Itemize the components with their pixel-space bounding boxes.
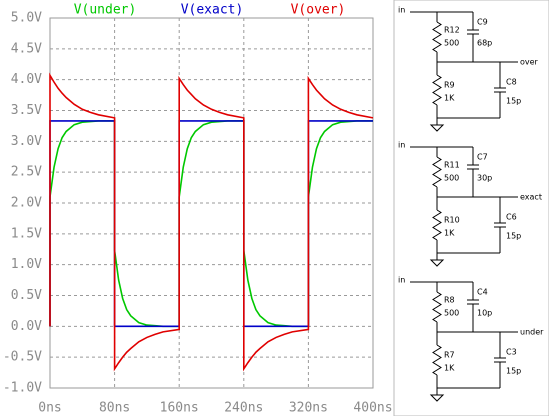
resistor (432, 291, 442, 323)
component-value: 1K (444, 364, 455, 373)
series-line (49, 72, 374, 372)
x-tick-label: 0ns (38, 401, 61, 416)
component-name: C4 (477, 288, 488, 297)
component-name: R8 (444, 296, 455, 305)
x-tick-label: 320ns (289, 401, 328, 416)
component-value: 15p (506, 232, 521, 241)
y-tick-label: 3.5V (11, 103, 42, 118)
y-tick-label: 3.0V (11, 134, 42, 149)
x-tick-label: 240ns (224, 401, 263, 416)
wire (467, 282, 479, 332)
component-value: 1K (444, 94, 455, 103)
input-label: in (398, 276, 405, 285)
resistor (432, 74, 442, 106)
component-value: 500 (444, 309, 459, 318)
x-tick-label: 400ns (353, 401, 392, 416)
component-value: 68p (477, 39, 492, 48)
y-tick-label: -1.0V (3, 381, 42, 396)
legend-entry: V(over) (291, 3, 346, 18)
wire (429, 375, 500, 402)
wire (410, 281, 473, 292)
wire (429, 240, 500, 267)
legend-entry: V(exact) (181, 3, 244, 18)
wire (410, 11, 473, 22)
component-value: 15p (506, 97, 521, 106)
y-tick-label: 0.5V (11, 288, 42, 303)
wire (467, 147, 479, 197)
input-label: in (398, 6, 405, 15)
component-value: 1K (444, 229, 455, 238)
y-tick-label: -0.5V (3, 350, 42, 365)
component-name: C7 (477, 153, 488, 162)
y-tick-label: 4.0V (11, 72, 42, 87)
y-tick-label: 4.5V (11, 41, 42, 56)
y-tick-label: 0.0V (11, 319, 42, 334)
y-tick-label: 1.5V (11, 226, 42, 241)
component-value: 500 (444, 174, 459, 183)
x-tick-label: 80ns (99, 401, 130, 416)
wire (410, 146, 473, 157)
wire (494, 197, 506, 253)
resistor (432, 209, 442, 241)
component-value: 10p (477, 309, 492, 318)
input-label: in (398, 141, 405, 150)
component-name: R9 (444, 81, 455, 90)
wire (467, 12, 479, 62)
wire (494, 62, 506, 118)
component-name: C6 (506, 213, 517, 222)
output-label: over (520, 58, 539, 67)
component-value: 30p (477, 174, 492, 183)
schematic: in over R12 500 C9 68p R9 1K C8 15p in exact R11 500 C… (398, 6, 544, 402)
component-name: C3 (506, 348, 517, 357)
wire (429, 105, 500, 132)
y-tick-label: 1.0V (11, 257, 42, 272)
component-name: C8 (506, 78, 517, 87)
component-name: C9 (477, 18, 488, 27)
component-name: R12 (444, 26, 460, 35)
output-label: exact (520, 193, 542, 202)
y-tick-label: 5.0V (11, 11, 42, 26)
component-value: 15p (506, 367, 521, 376)
y-tick-label: 2.5V (11, 165, 42, 180)
output-label: under (520, 328, 544, 337)
component-name: R11 (444, 161, 460, 170)
x-tick-label: 160ns (160, 401, 199, 416)
series-line (49, 120, 373, 328)
resistor (432, 344, 442, 376)
component-name: R7 (444, 351, 455, 360)
component-value: 500 (444, 39, 459, 48)
schematic-panel (393, 0, 549, 416)
component-name: R10 (444, 216, 460, 225)
legend-entry: V(under) (74, 3, 137, 18)
y-tick-label: 2.0V (11, 196, 42, 211)
resistor (432, 21, 442, 53)
resistor (432, 156, 442, 188)
wire (494, 332, 506, 388)
